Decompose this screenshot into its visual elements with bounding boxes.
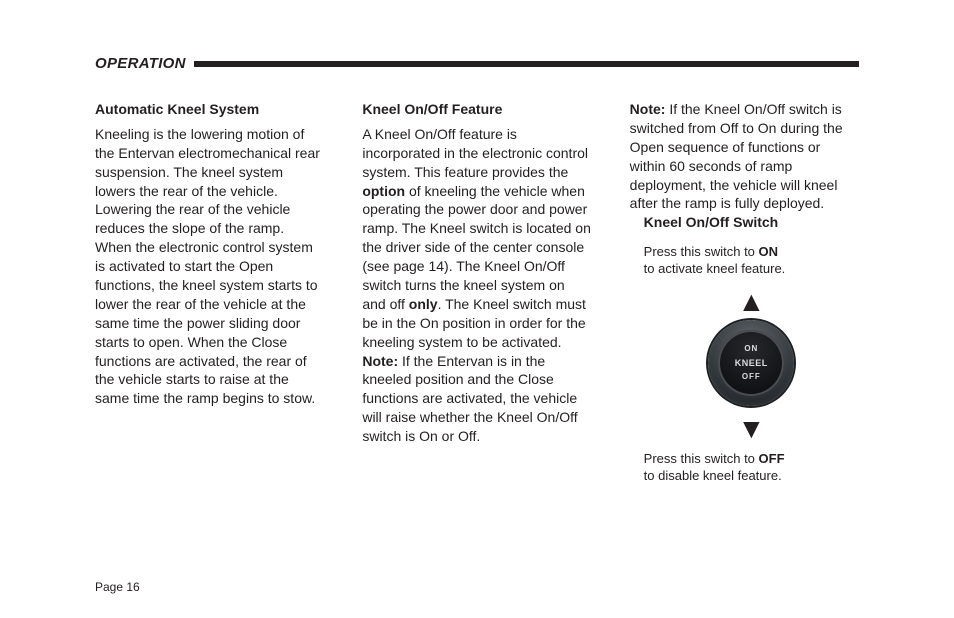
column-3: Note: If the Kneel On/Off switch is swit… [630,100,859,485]
column-1: Automatic Kneel System Kneeling is the l… [95,100,324,485]
switch-heading: Kneel On/Off Switch [644,213,859,232]
body-columns: Automatic Kneel System Kneeling is the l… [95,100,859,485]
col1-heading: Automatic Kneel System [95,100,324,119]
knob-label-kneel: KNEEL [708,358,794,370]
switch-on-caption: Press this switch to ON to activate knee… [644,244,859,278]
arrow-up-icon: ▲ [644,288,859,316]
switch-off-caption: Press this switch to OFF to disable knee… [644,451,859,485]
page-number: Page 16 [95,580,140,594]
col2-note-label: Note: [362,353,398,369]
col2-p1-only: only [409,296,438,312]
section-title: OPERATION [95,55,186,72]
col2-heading: Kneel On/Off Feature [362,100,591,119]
col2-p1-b: of kneeling the vehicle when operating t… [362,183,591,312]
switch-on-b: ON [759,244,779,259]
switch-on-c: to activate kneel feature. [644,261,786,276]
arrow-down-icon: ▼ [644,415,859,443]
switch-off-a: Press this switch to [644,451,759,466]
col2-p1-option: option [362,183,405,199]
col2-note: Note: If the Entervan is in the kneeled … [362,352,591,446]
knob-label-off: OFF [708,372,794,382]
col1-p2: When the electronic control system is ac… [95,238,324,408]
switch-off-b: OFF [759,451,785,466]
col1-p1: Kneeling is the lowering motion of the E… [95,125,324,238]
col2-p1-a: A Kneel On/Off feature is incorporated i… [362,126,588,180]
column-2: Kneel On/Off Feature A Kneel On/Off feat… [362,100,591,485]
col3-note-text: If the Kneel On/Off switch is switched f… [630,101,843,211]
header-rule [194,61,859,67]
col3-note-label: Note: [630,101,666,117]
section-header: OPERATION [95,55,859,72]
switch-block: Press this switch to ON to activate knee… [644,244,859,484]
knob-label-on: ON [708,344,794,354]
kneel-switch[interactable]: ON KNEEL OFF [708,320,794,406]
switch-figure: ▲ ON KNEEL OFF ▼ [644,288,859,443]
col3-note: Note: If the Kneel On/Off switch is swit… [630,100,859,213]
switch-on-a: Press this switch to [644,244,759,259]
col2-p1: A Kneel On/Off feature is incorporated i… [362,125,591,352]
switch-off-c: to disable kneel feature. [644,468,782,483]
